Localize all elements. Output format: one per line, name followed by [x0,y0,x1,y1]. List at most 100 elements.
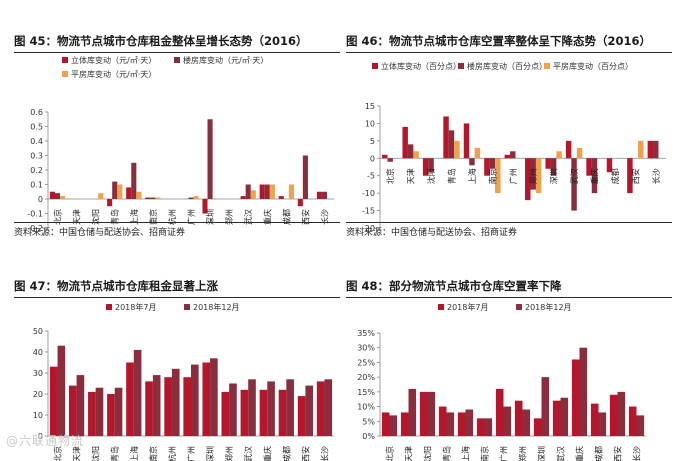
bar [95,387,104,436]
x-tick-label: 南京 [148,446,158,461]
x-tick-label: 广州 [186,209,196,225]
bar [598,412,607,436]
bar [525,158,531,201]
bar [407,144,414,159]
bar [504,154,511,159]
x-tick-label: 沈阳 [423,446,433,461]
bar [590,403,599,436]
bar [278,196,284,199]
bar [552,400,561,436]
x-tick-label: 西安 [630,168,640,184]
y-tick-label: -5 [367,172,375,181]
bar [288,184,294,199]
x-tick-label: 上海 [129,209,139,225]
y-tick-label: 10% [357,403,375,412]
x-tick-label: 深圳 [205,446,215,461]
x-tick-label: 上海 [461,446,471,461]
x-tick-label: 沈阳 [91,209,101,225]
legend-swatch [516,304,522,310]
bar [489,158,496,169]
bar [133,349,142,436]
bar [465,409,474,436]
x-tick-label: 郑州 [224,446,234,461]
x-tick-label: 西安 [300,446,310,461]
bar [267,381,275,436]
bar [136,191,142,199]
legend-swatch [438,304,444,310]
bar [457,412,466,436]
bar [419,391,428,436]
y-tick-label: 15 [365,102,375,111]
legend-label: 2018年12月 [193,302,240,312]
bar [448,130,455,159]
legend-label: 2018年12月 [525,302,572,312]
bar [164,377,172,436]
bar [145,381,153,436]
y-tick-label: 0% [362,432,375,441]
x-tick-label: 上海 [129,446,139,461]
title-rule [346,297,672,299]
bar [76,375,85,436]
bar [428,158,434,173]
x-tick-label: 西安 [613,446,623,461]
legend-swatch [184,304,190,310]
y-tick-label: 40 [33,348,43,357]
bar [413,151,419,159]
x-tick-label: 重庆 [575,446,585,461]
bar [191,364,199,436]
x-tick-label: 长沙 [319,446,329,461]
bar [114,387,123,436]
bar [240,196,246,199]
x-tick-label: 天津 [406,168,416,184]
bar [248,379,256,436]
bar [302,155,308,199]
x-tick-label: 沈阳 [91,446,101,461]
chart-45: -0.2 -0.1 0 0.1 0.2 0.3 0.4 0.5 0.6 北京 天津 沈阳 青岛 上海 南京杭… [27,55,334,233]
x-tick-label: 上海 [467,168,477,184]
x-tick-label: 南京 [480,446,490,461]
source-rule [346,222,672,224]
bar [591,158,598,194]
bar [576,147,583,159]
bar [609,394,618,436]
y-tick-label: -0.1 [27,210,43,219]
bar [49,191,55,199]
bar [389,415,398,436]
bar [297,396,306,436]
bar [647,140,654,159]
bar [60,196,66,199]
y-tick-label: 0.2 [30,166,43,175]
bar [627,158,633,194]
legend-label: 楼房库变动（百分点） [467,61,547,71]
legend-label: 立体库变动（百分点） [381,61,461,71]
legend-label: 2018年7月 [447,302,488,312]
chart-title: 图 46：物流节点城市仓库空置率整体呈下降态势（2016） [346,34,652,48]
x-tick-label: 青岛 [442,446,452,461]
bar [259,184,265,199]
x-tick-label: 广州 [508,168,518,184]
bar [522,409,531,436]
bar [510,151,516,159]
chart-title: 图 48：部分物流节点城市仓库空置率下降 [346,279,562,293]
legend-label: 平房库变动（元/㎡·天） [71,69,156,79]
bar [145,197,151,199]
bar [387,158,393,162]
x-tick-label: 天津 [404,446,414,461]
x-tick-label: 成都 [281,209,291,225]
bar [556,151,562,159]
x-tick-label: 成都 [281,446,291,461]
x-tick-label: 长沙 [632,446,642,461]
title-rule [14,297,340,299]
x-tick-label: 南京 [148,209,158,225]
bar [269,184,275,199]
bar [117,184,123,199]
chart-title: 图 45：物流节点城市仓库租金整体呈增长态势（2016） [14,34,308,48]
bar [541,377,550,436]
x-tick-label: 郑州 [518,446,528,461]
y-tick-label: -20 [362,224,375,233]
y-tick-label: -15 [362,207,375,216]
bar [560,397,569,436]
x-tick-label: 沈阳 [426,168,436,184]
source-rule [14,222,340,224]
bar [586,158,592,176]
